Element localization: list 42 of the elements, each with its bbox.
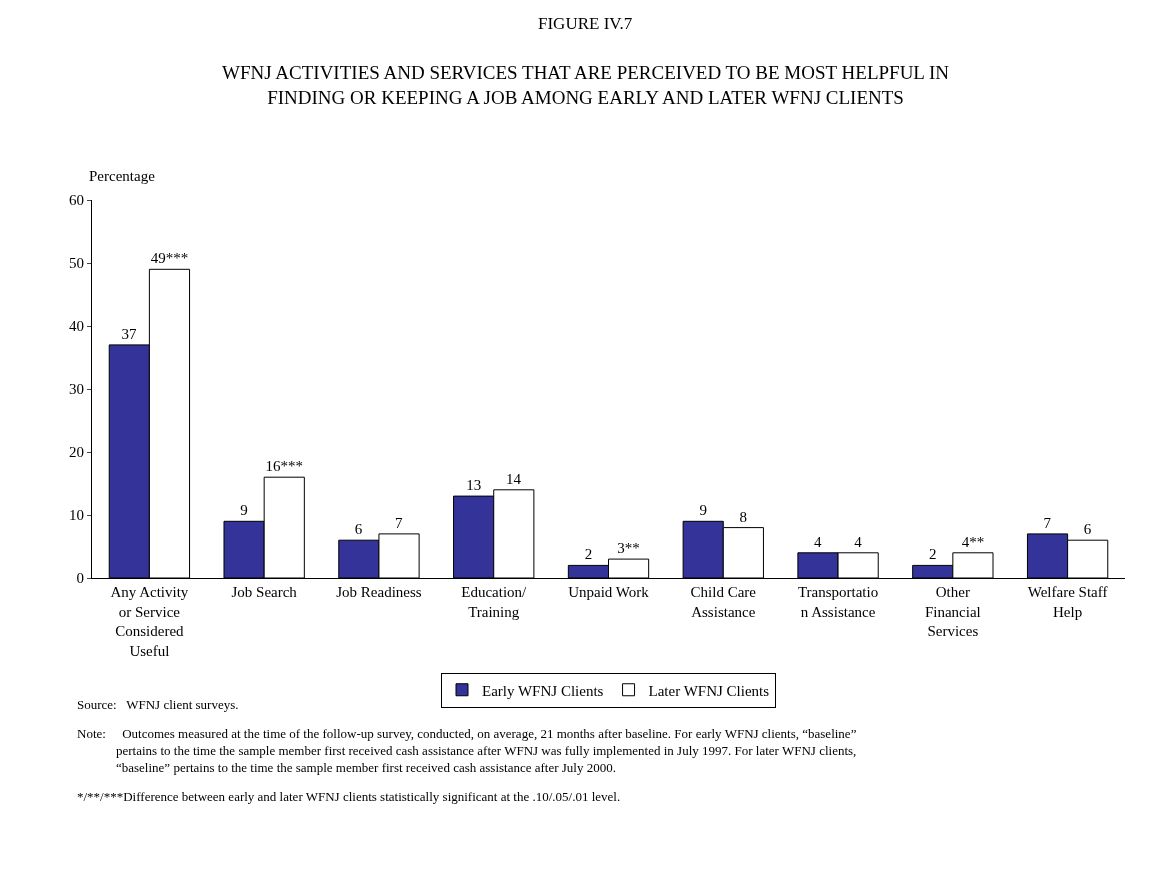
chart-subtitle: WFNJ ACTIVITIES AND SERVICES THAT ARE PERCEIVED TO BE MOST HELPFUL IN FINDING OR KEEPING A JOB AMONG EARLY AND LATER WFNJ CLIENTS xyxy=(222,62,950,108)
data-label: 13 xyxy=(466,477,482,494)
legend-label: Later WFNJ Clients xyxy=(648,682,770,699)
data-label: 9 xyxy=(240,502,248,519)
data-label: 4 xyxy=(854,533,863,550)
data-label: 9 xyxy=(699,502,707,519)
data-label: 6 xyxy=(1083,521,1092,538)
x-tick-label: Welfare Staff Help xyxy=(1027,584,1108,620)
y-tick-label: 50 xyxy=(69,255,84,272)
y-tick-label: 40 xyxy=(69,318,84,335)
data-label: 2 xyxy=(928,546,937,563)
data-label: 16*** xyxy=(265,458,304,475)
data-label: 2 xyxy=(584,546,593,563)
data-label: 4** xyxy=(961,533,985,550)
data-label: 8 xyxy=(739,508,748,525)
x-tick-label: Education/ Training xyxy=(461,584,528,620)
data-label: 7 xyxy=(1043,514,1052,531)
data-label: 49*** xyxy=(150,250,189,267)
y-tick-label: 10 xyxy=(69,507,84,524)
text: */**/***Difference between early and later WFNJ clients statistically significant at the .10/.05/.01 level. xyxy=(77,789,621,804)
x-tick-label: Unpaid Work xyxy=(568,584,650,600)
x-tick-label: Other Financial Services xyxy=(924,584,981,639)
data-label: 4 xyxy=(813,533,822,550)
y-tick-label: 20 xyxy=(69,444,84,461)
data-label: 14 xyxy=(506,470,522,487)
y-tick-label: 30 xyxy=(69,381,84,398)
y-tick-label: 60 xyxy=(69,192,84,209)
y-tick-label: 0 xyxy=(76,570,84,587)
x-tick-label: Job Readiness xyxy=(336,584,422,600)
x-tick-label: Job Search xyxy=(231,584,298,600)
y-axis-title: Percentage xyxy=(89,168,156,184)
x-tick-label: Child Care Assistance xyxy=(690,584,757,620)
data-label: 7 xyxy=(395,514,404,531)
data-label: 3** xyxy=(617,540,640,557)
x-tick-label: Transportation Assistance xyxy=(797,584,879,620)
source-note: Source: WFNJ client surveys. xyxy=(77,697,239,712)
legend-label: Early WFNJ Clients xyxy=(482,682,604,699)
data-label: 37 xyxy=(121,325,138,342)
x-tick-label: Any Activity or Service Considered Useful xyxy=(110,584,189,659)
chart-title: FIGURE IV.7 xyxy=(538,14,633,33)
data-label: 6 xyxy=(354,521,363,538)
text: Note: Outcomes measured at the time of the follow-up survey, conducted, on average, 21 months after baseline. For early WFNJ clients, “baseline” pertains to the time the sample member first received cash assistance after WFNJ was fully implemented in July 1997. For later WFNJ clients, “baseline” pertains to the time the sample member first received cash assistance after July 2000. xyxy=(77,726,857,775)
